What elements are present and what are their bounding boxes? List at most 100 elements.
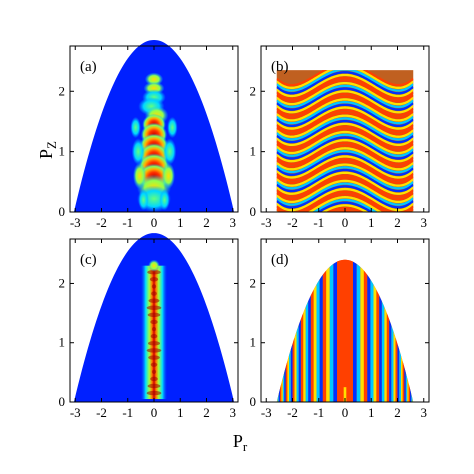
fringe-band	[296, 259, 299, 402]
fringe-band	[276, 163, 414, 187]
fringe-band	[411, 259, 413, 402]
fringe-band	[276, 117, 414, 141]
fringe-band	[412, 259, 414, 402]
y-tick-label: 2	[59, 83, 66, 98]
x-axis-label-sub: r	[243, 439, 248, 454]
fringe-band	[276, 76, 414, 100]
fringe-band	[276, 98, 414, 122]
fringe-band	[308, 259, 311, 402]
fringe-band	[305, 259, 309, 402]
x-tick-label: -3	[70, 215, 81, 230]
fringe-band	[276, 122, 414, 147]
y-tick-label: 2	[250, 275, 257, 290]
fringe-band	[276, 114, 414, 138]
fringe-band	[410, 259, 412, 402]
intensity-blob	[133, 162, 147, 190]
x-tick-label: -1	[313, 215, 324, 230]
fringe-band	[284, 259, 286, 402]
intensity-fringe	[151, 291, 157, 296]
y-tick-label: 0	[59, 204, 66, 219]
fringe-band	[276, 187, 414, 212]
fringe-band	[370, 259, 374, 402]
fringe-band	[322, 259, 327, 402]
fringe-band	[287, 259, 289, 402]
fringe-band	[303, 259, 306, 402]
fringe-band	[376, 259, 380, 402]
fringe-band	[319, 259, 323, 402]
fringe-band	[276, 125, 414, 149]
fringe-band	[276, 139, 414, 163]
panel-d: -3 -2 -1 0 1 2 3 0 1 2 (d)	[250, 238, 430, 420]
y-tick-label: 0	[59, 394, 66, 409]
fringe-band	[404, 259, 406, 402]
fringe-band	[276, 141, 414, 166]
y-tick-label: 0	[250, 394, 257, 409]
fringe-band	[290, 259, 293, 402]
fringe-band	[277, 233, 414, 254]
x-tick-label: -1	[122, 405, 133, 420]
y-axis-label: PZ	[36, 141, 59, 159]
fringe-band	[276, 100, 414, 125]
intensity-fringe	[147, 312, 161, 318]
intensity-fringe	[151, 284, 157, 289]
fringe-band	[276, 196, 414, 212]
intensity-fringe	[150, 362, 158, 367]
central-band-tip	[343, 387, 347, 402]
fringe-band	[356, 259, 361, 402]
intensity-fringe	[150, 376, 158, 382]
fringe-band	[278, 259, 280, 402]
x-tick-label: 3	[230, 405, 237, 420]
fringe-band	[276, 147, 414, 171]
fringe-band	[281, 259, 283, 402]
x-tick-label: 1	[368, 405, 375, 420]
fringe-band	[391, 259, 394, 402]
x-tick-label: 1	[177, 405, 184, 420]
fringe-band	[276, 259, 278, 402]
fringe-band	[276, 160, 414, 185]
central-band	[337, 259, 353, 402]
fringe-band	[285, 259, 288, 402]
fringe-band	[276, 81, 414, 106]
fringe-band	[276, 171, 414, 195]
intensity-blob	[161, 162, 175, 190]
x-axis-label: Pr	[233, 431, 248, 454]
fringe-band	[276, 90, 414, 114]
fringe-band	[312, 198, 378, 212]
panel-label: (b)	[271, 59, 289, 75]
fringe-band	[386, 259, 390, 402]
fringe-band	[329, 259, 334, 402]
fringe-band	[292, 259, 295, 402]
x-tick-label: -2	[287, 215, 298, 230]
panel-c: -3 -2 -1 0 1 2 3 0 1 2 (c)	[59, 233, 239, 420]
fringe-band	[402, 259, 405, 402]
intensity-fringe	[147, 383, 161, 389]
fringe-band	[276, 174, 414, 198]
intensity-blob	[131, 138, 145, 165]
y-tick-label: 1	[250, 144, 257, 159]
fringe-band	[276, 87, 414, 111]
fringe-band	[274, 254, 275, 402]
intensity-fringe	[148, 298, 160, 303]
fringe-band	[373, 259, 377, 402]
intensity-blob	[167, 116, 178, 139]
intensity-blob	[138, 189, 149, 211]
fringe-band	[276, 136, 414, 160]
fringe-band	[389, 259, 392, 402]
x-tick-label: 0	[151, 405, 158, 420]
fringe-band	[407, 259, 409, 402]
fringe-band	[276, 79, 414, 103]
x-tick-label: -1	[122, 215, 133, 230]
fringe-band	[367, 259, 371, 402]
y-tick-label: 2	[59, 275, 66, 290]
x-tick-label: -3	[261, 405, 272, 420]
panel-label: (c)	[80, 252, 97, 268]
fringe-band	[395, 259, 398, 402]
fringe-band	[276, 109, 414, 133]
y-tick-label: 0	[250, 204, 257, 219]
panel-b: -3 -2 -1 0 1 2 3 0 1 2 (b)	[250, 45, 430, 254]
intensity-fringe	[150, 319, 158, 325]
x-tick-label: -2	[287, 405, 298, 420]
intensity-fringe	[151, 369, 157, 374]
fringe-band	[276, 133, 414, 157]
fringe-band	[401, 259, 403, 402]
